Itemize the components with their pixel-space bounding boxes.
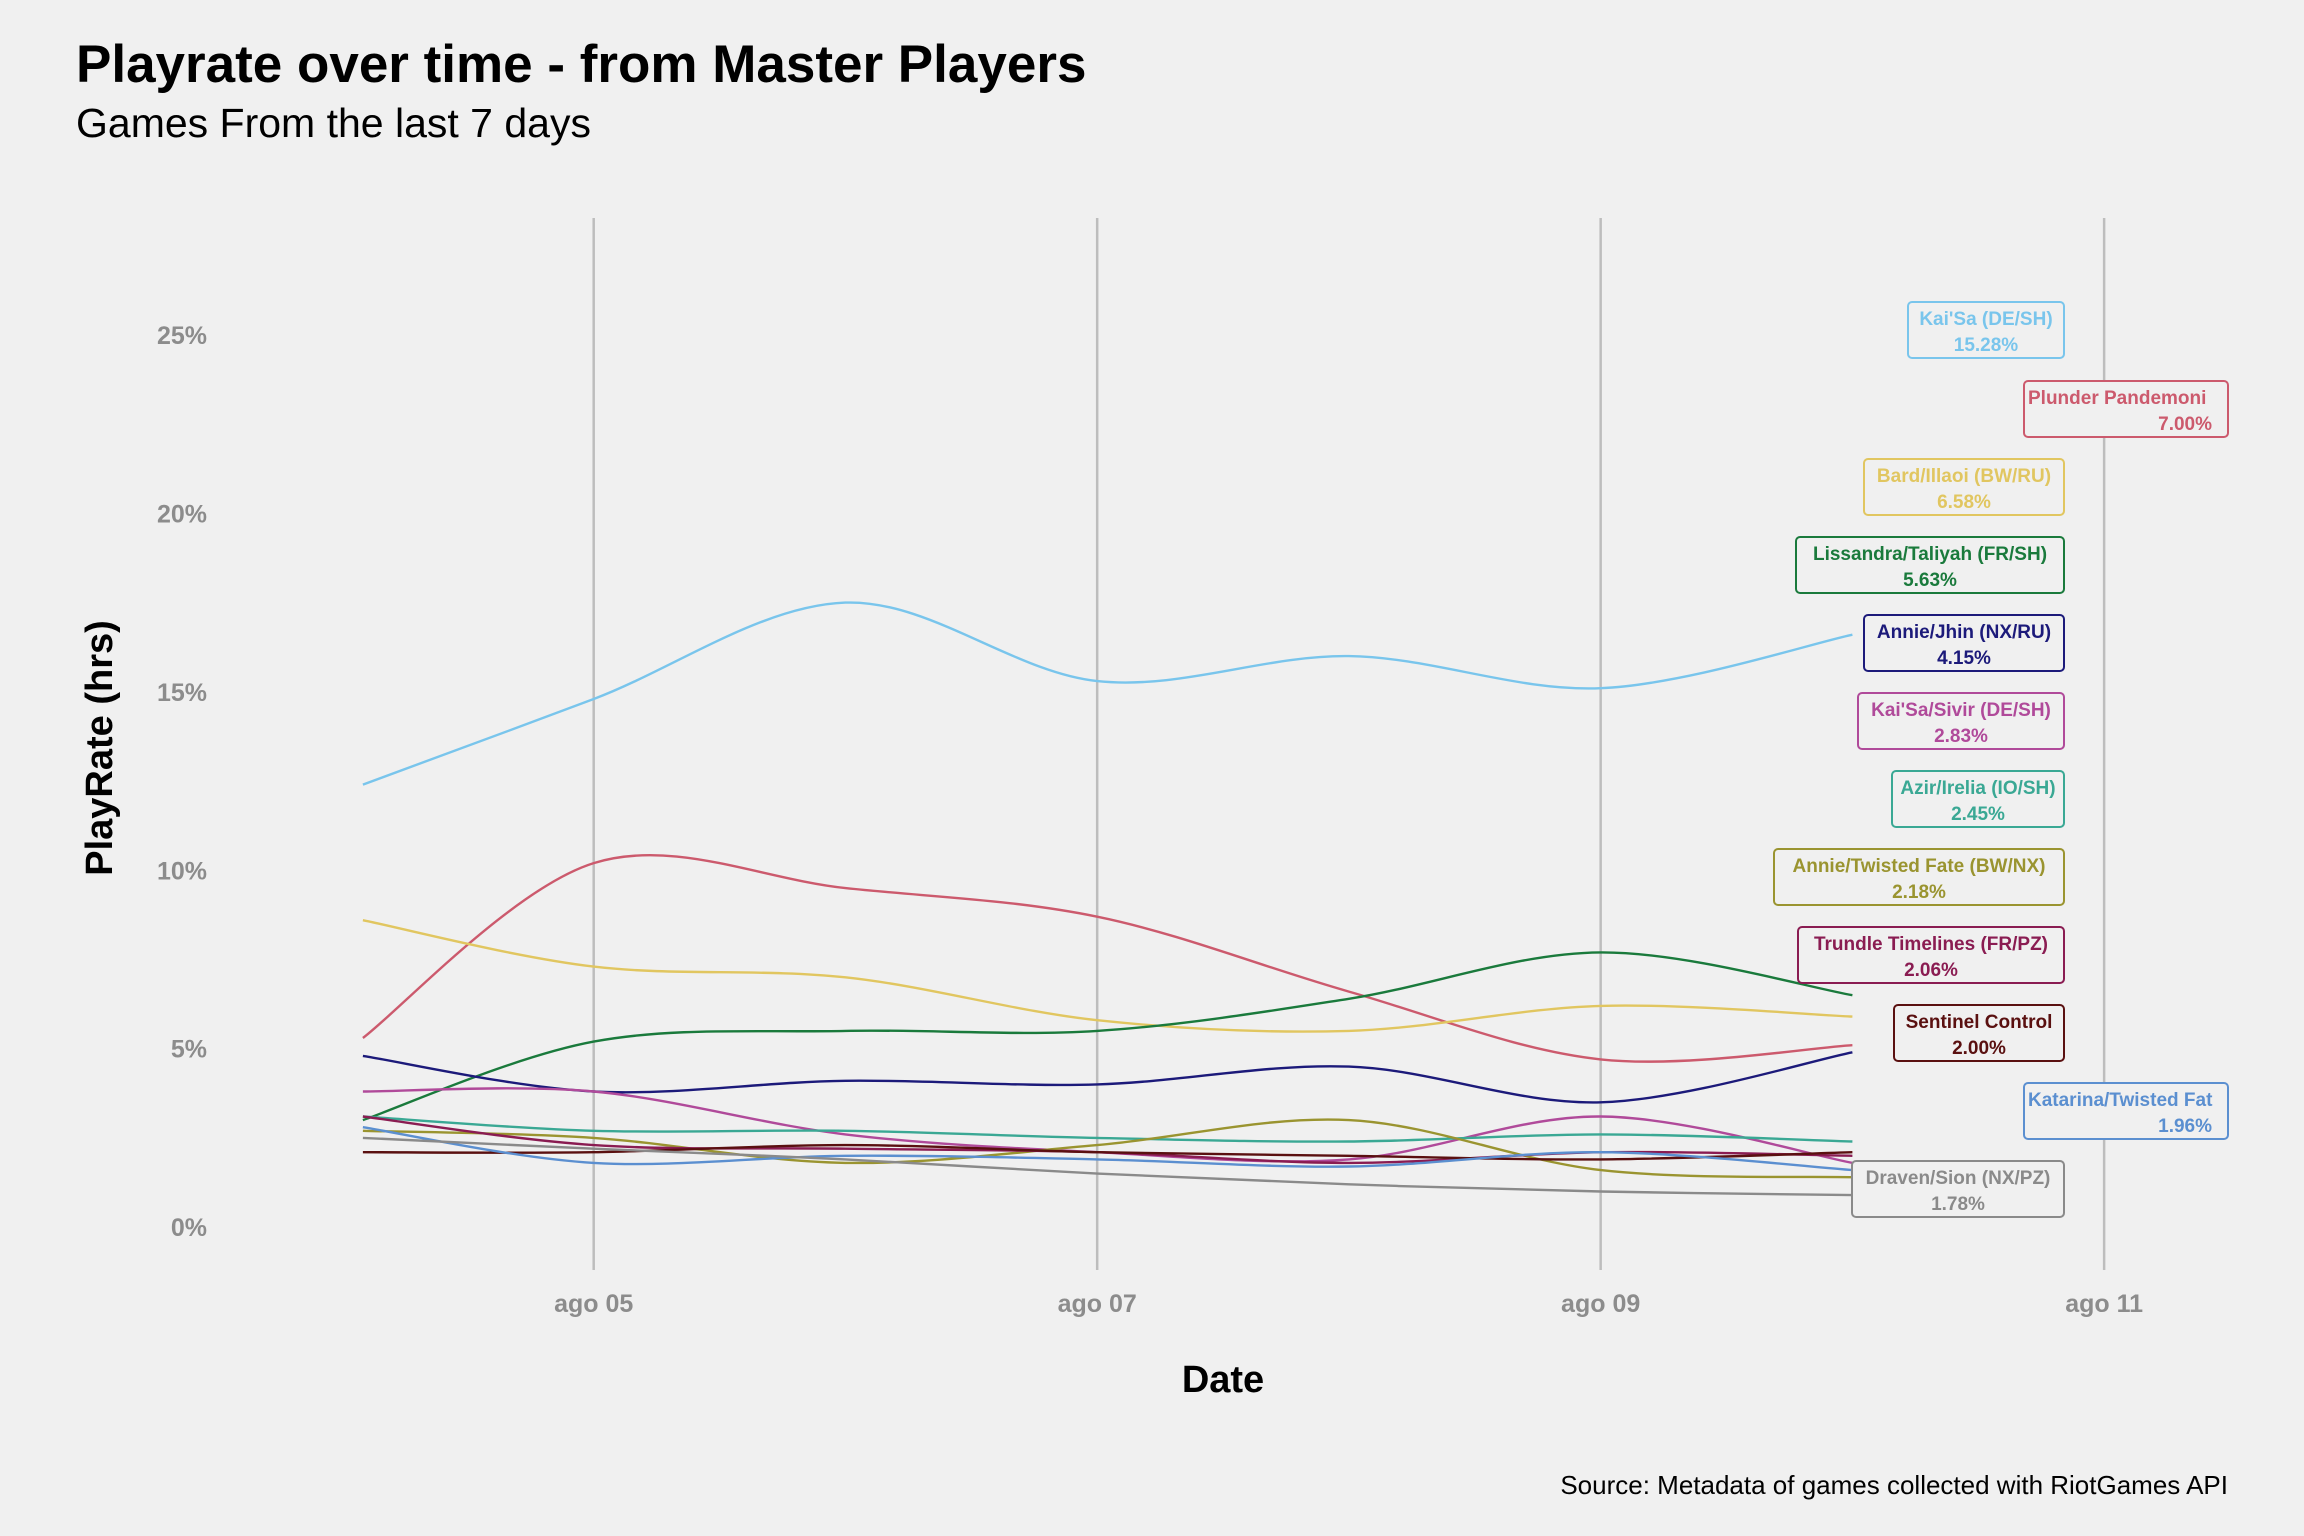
end-label-box <box>1863 458 2065 516</box>
y-tick-label: 15% <box>157 679 207 707</box>
end-label-name: Draven/Sion (NX/PZ) <box>1866 1168 2051 1189</box>
series-line <box>362 1118 1853 1179</box>
end-label-name: Katarina/Twisted Fat <box>2028 1090 2213 1111</box>
series-line <box>362 1051 1853 1104</box>
chart-title: Playrate over time - from Master Players <box>76 35 1087 94</box>
series-line <box>362 1115 1853 1165</box>
end-label-box <box>1795 536 2065 594</box>
end-label-value: 2.00% <box>1952 1038 2006 1059</box>
series-line <box>362 601 1853 786</box>
y-tick-label: 0% <box>171 1214 207 1242</box>
end-label-name: Trundle Timelines (FR/PZ) <box>1814 934 2048 955</box>
end-label-name: Bard/Illaoi (BW/RU) <box>1877 466 2051 487</box>
end-label-name: Lissandra/Taliyah (FR/SH) <box>1813 544 2047 565</box>
end-label-value: 2.83% <box>1934 726 1988 747</box>
x-tick-label: ago 05 <box>554 1290 633 1318</box>
end-label-box <box>1907 301 2065 359</box>
x-tick-label: ago 07 <box>1058 1290 1137 1318</box>
chart-subtitle: Games From the last 7 days <box>76 100 591 146</box>
end-label-name: Plunder Pandemoni <box>2028 388 2206 409</box>
end-label-name: Annie/Twisted Fate (BW/NX) <box>1793 856 2046 877</box>
end-label-name: Sentinel Control <box>1906 1012 2053 1033</box>
end-label-box <box>1851 1160 2065 1218</box>
end-label-name: Azir/Irelia (IO/SH) <box>1900 778 2055 799</box>
end-label-value: 2.06% <box>1904 960 1958 981</box>
end-label-name: Annie/Jhin (NX/RU) <box>1877 622 2051 643</box>
series-line <box>362 1143 1853 1161</box>
series-line <box>362 951 1853 1122</box>
end-label-value: 4.15% <box>1937 648 1991 669</box>
end-label-box <box>1893 1004 2065 1062</box>
series-line <box>362 853 1853 1063</box>
end-label-box <box>2023 380 2229 438</box>
y-tick-label: 10% <box>157 857 207 885</box>
series-line <box>362 1115 1853 1143</box>
chart-caption: Source: Metadata of games collected with… <box>1560 1470 2228 1500</box>
x-tick-label: ago 11 <box>2065 1290 2143 1318</box>
end-label-box <box>2023 1082 2229 1140</box>
y-tick-label: 20% <box>157 500 207 528</box>
end-label-box <box>1863 614 2065 672</box>
x-axis-title: Date <box>1182 1359 1264 1401</box>
series-line <box>362 919 1853 1033</box>
end-label-box <box>1773 848 2065 906</box>
series-line <box>362 1136 1853 1197</box>
end-label-name: Kai'Sa (DE/SH) <box>1919 309 2052 330</box>
end-label-value: 6.58% <box>1937 492 1991 513</box>
end-label-value: 2.18% <box>1892 882 1946 903</box>
end-label-value: 7.00% <box>2158 414 2212 435</box>
y-tick-label: 25% <box>157 322 207 350</box>
end-label-value: 2.45% <box>1951 804 2005 825</box>
end-label-value: 1.96% <box>2158 1116 2212 1137</box>
end-label-box <box>1797 926 2065 984</box>
series-line <box>362 1126 1853 1172</box>
x-tick-label: ago 09 <box>1561 1290 1640 1318</box>
end-label-name: Kai'Sa/Sivir (DE/SH) <box>1871 700 2051 721</box>
end-label-value: 1.78% <box>1931 1194 1985 1215</box>
y-tick-label: 5% <box>171 1036 207 1064</box>
end-label-value: 5.63% <box>1903 570 1957 591</box>
y-axis-title: PlayRate (hrs) <box>79 620 121 876</box>
end-label-box <box>1857 692 2065 750</box>
end-label-value: 15.28% <box>1954 335 2019 356</box>
end-label-box <box>1891 770 2065 828</box>
